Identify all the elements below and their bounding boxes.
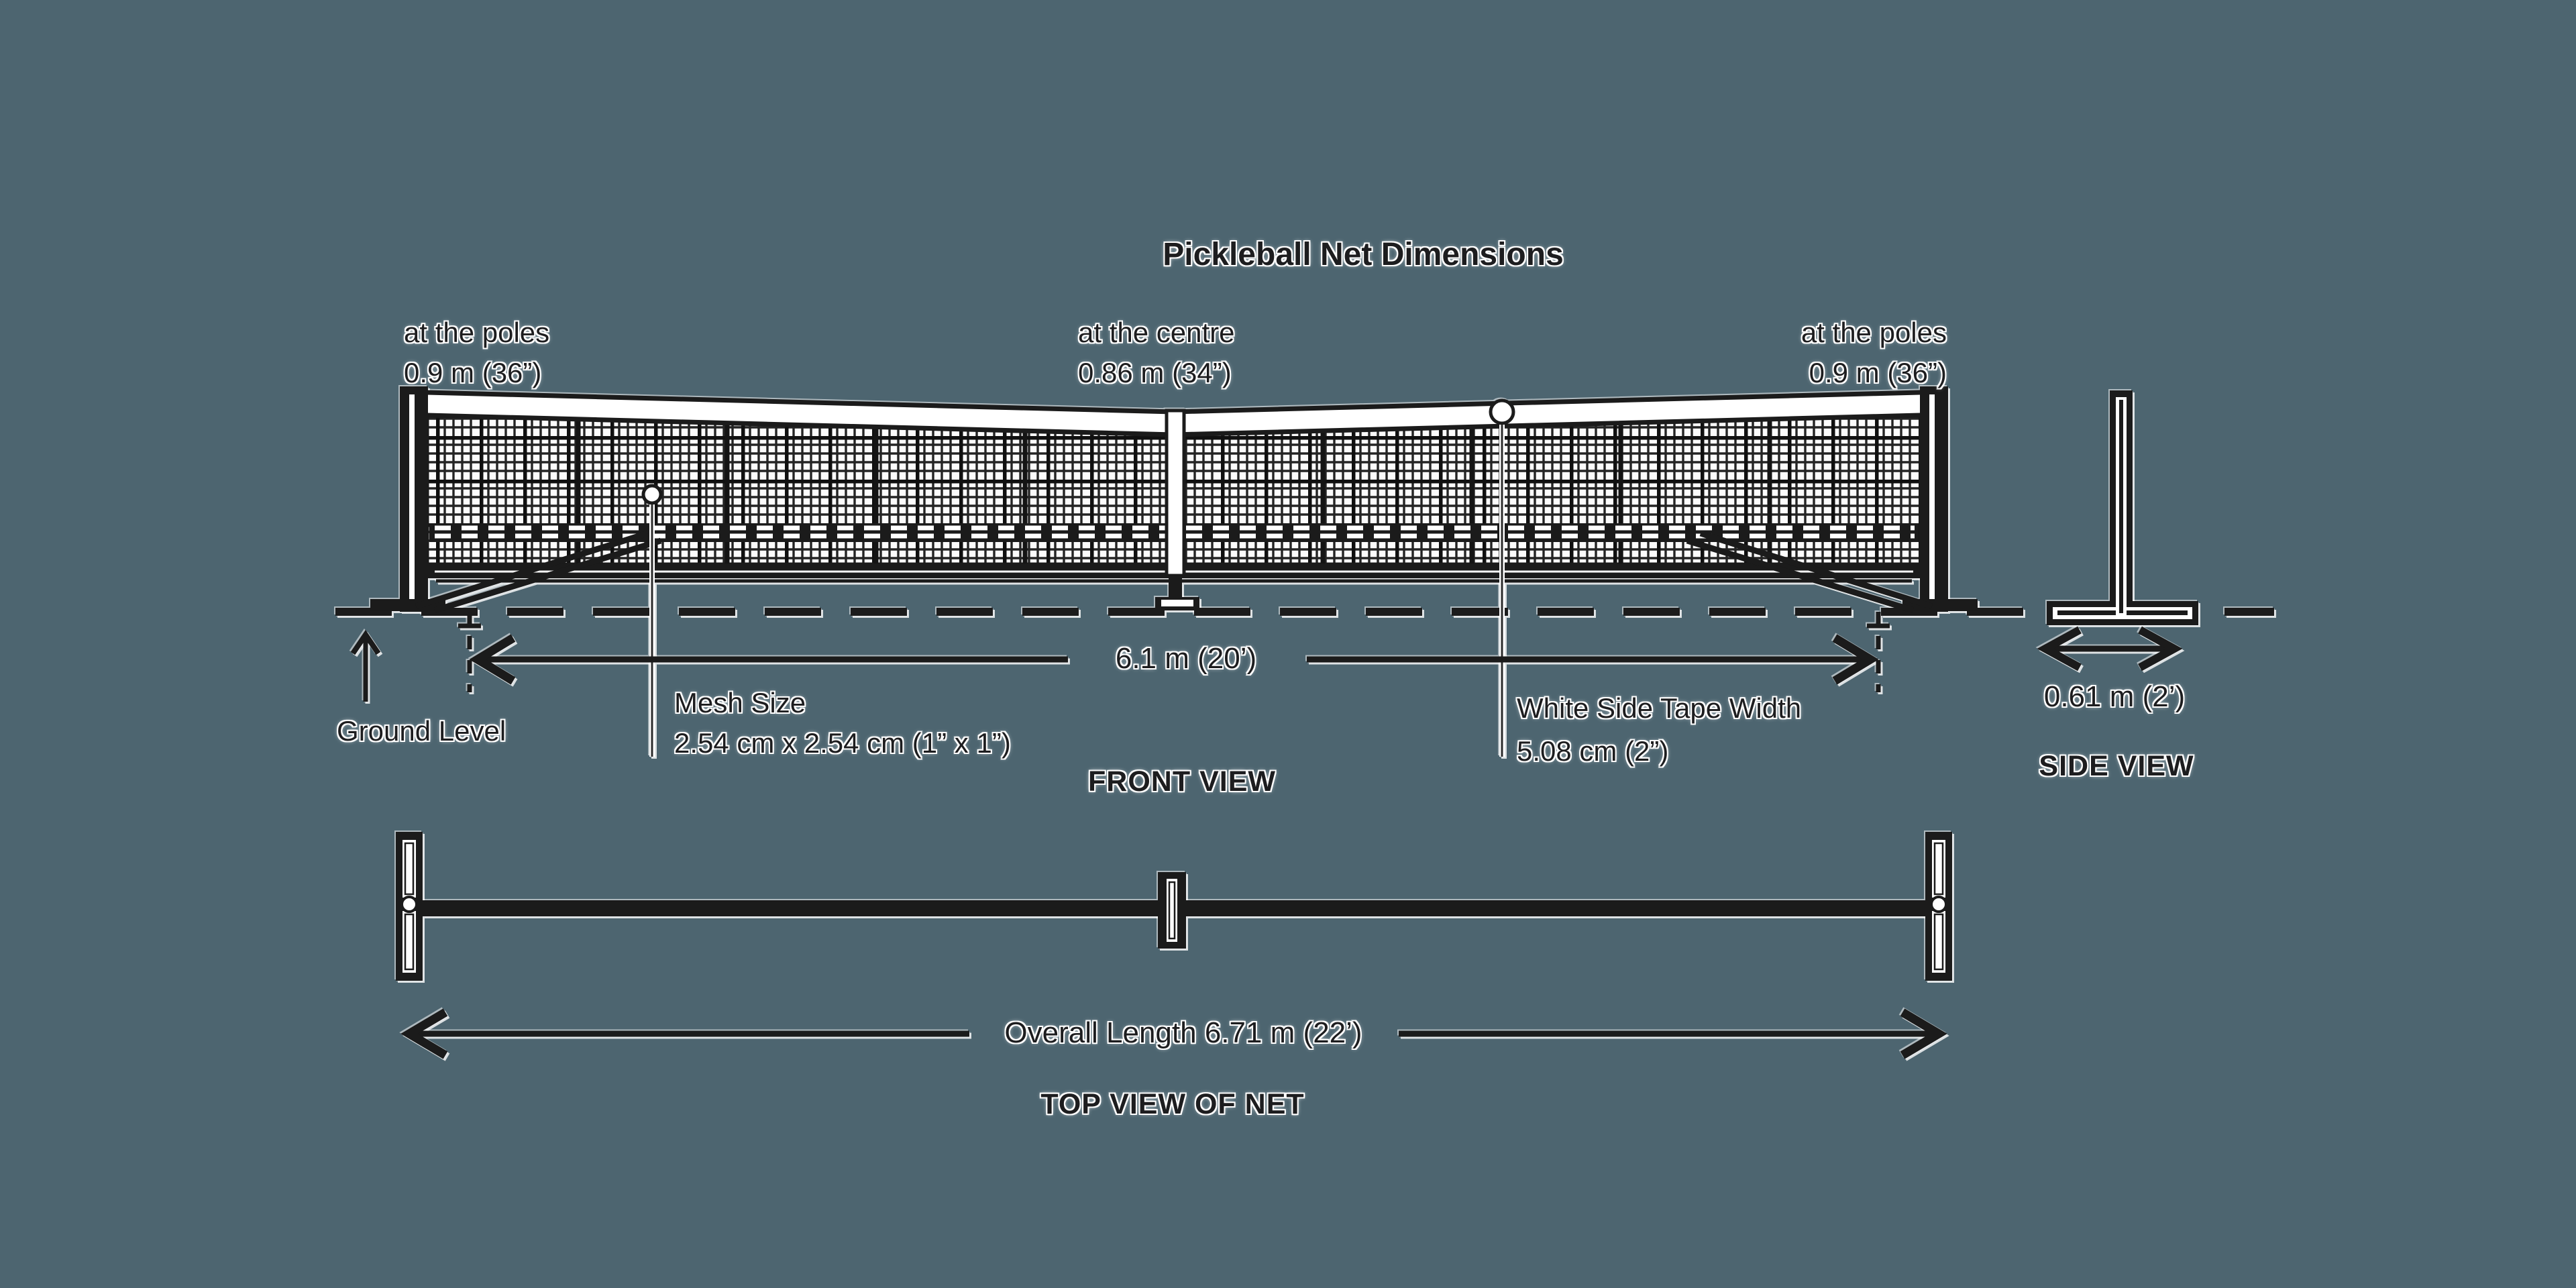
front-view-drawing <box>335 386 2274 757</box>
label-centre-height-line1: at the centre <box>1078 317 1235 348</box>
label-net-width-dimension: 6.1 m (20’) <box>1115 642 1257 675</box>
label-side-base-dimension: 0.61 m (2’) <box>2043 680 2186 713</box>
label-right-pole-height-line2: 0.9 m (36”) <box>1809 357 1947 388</box>
label-right-pole-height: at the poles 0.9 m (36”) <box>1801 313 1947 393</box>
label-side-tape-width: White Side Tape Width 5.08 cm (2”) <box>1517 687 1801 773</box>
label-left-pole-height-line1: at the poles <box>404 317 550 348</box>
label-centre-height-line2: 0.86 m (34”) <box>1078 357 1232 388</box>
label-centre-height: at the centre 0.86 m (34”) <box>1078 313 1234 393</box>
side-view-drawing <box>2037 390 2198 672</box>
label-mesh-size: Mesh Size 2.54 cm x 2.54 cm (1” x 1”) <box>674 683 1011 763</box>
top-view-caption: TOP VIEW OF NET <box>1040 1088 1305 1120</box>
label-left-pole-height-line2: 0.9 m (36”) <box>404 357 542 388</box>
front-view-caption: FRONT VIEW <box>1088 765 1276 798</box>
label-ground-level: Ground Level <box>337 715 506 747</box>
label-overall-length-dimension: Overall Length 6.71 m (22’) <box>1004 1016 1362 1049</box>
label-left-pole-height: at the poles 0.9 m (36”) <box>404 313 549 393</box>
top-view-drawing <box>396 832 1952 1059</box>
label-side-tape-width-line1: White Side Tape Width <box>1517 692 1802 724</box>
label-side-tape-width-line2: 5.08 cm (2”) <box>1517 735 1669 767</box>
label-mesh-size-line1: Mesh Size <box>674 687 806 718</box>
side-view-caption: SIDE VIEW <box>2039 750 2194 782</box>
label-right-pole-height-line1: at the poles <box>1801 317 1947 348</box>
label-mesh-size-line2: 2.54 cm x 2.54 cm (1” x 1”) <box>674 727 1011 759</box>
page-title: Pickleball Net Dimensions <box>1163 237 1564 272</box>
